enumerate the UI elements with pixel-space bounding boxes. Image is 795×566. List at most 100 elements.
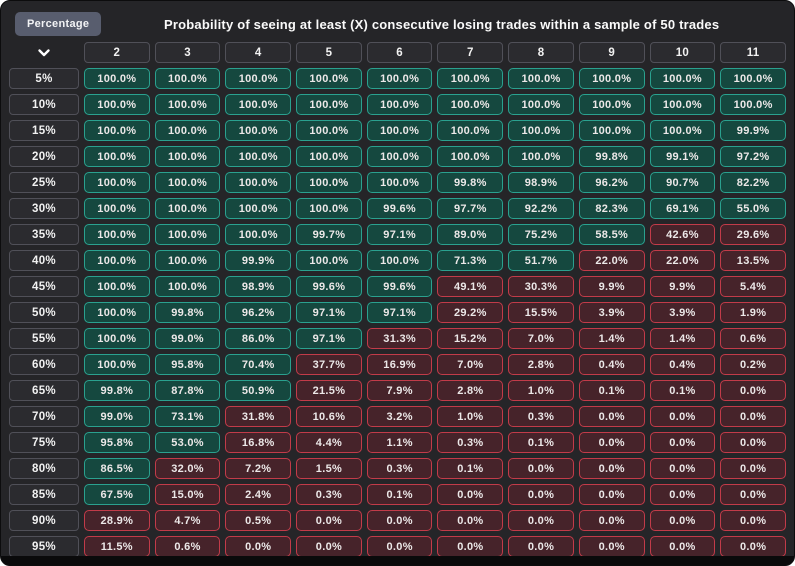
column-header-9: 9	[578, 42, 645, 63]
matrix-cell: 0.3%	[437, 432, 504, 453]
matrix-cell: 50.9%	[225, 380, 292, 401]
column-header-7: 7	[437, 42, 504, 63]
matrix-cell: 100.0%	[84, 172, 150, 193]
matrix-cell: 42.6%	[649, 224, 716, 245]
matrix-cell: 99.7%	[296, 224, 362, 245]
matrix-cell: 2.8%	[437, 380, 504, 401]
matrix-cell: 16.8%	[225, 432, 292, 453]
matrix-cell: 0.0%	[578, 484, 645, 505]
matrix-cell: 7.2%	[225, 458, 292, 479]
matrix-cell: 69.1%	[649, 198, 716, 219]
matrix-cell: 9.9%	[578, 276, 645, 297]
matrix-cell: 37.7%	[296, 354, 362, 375]
row-label: 90%	[9, 510, 79, 531]
matrix-cell: 87.8%	[154, 380, 221, 401]
row-label: 40%	[9, 250, 79, 271]
matrix-cell: 2.8%	[508, 354, 574, 375]
matrix-cell: 0.0%	[437, 510, 504, 531]
matrix-cell: 92.2%	[508, 198, 574, 219]
matrix-cell: 95.8%	[84, 432, 150, 453]
row-label: 25%	[9, 172, 79, 193]
matrix-cell: 0.0%	[578, 432, 645, 453]
row-label: 65%	[9, 380, 79, 401]
column-header-10: 10	[649, 42, 716, 63]
matrix-cell: 31.3%	[366, 328, 433, 349]
column-header-6: 6	[366, 42, 433, 63]
row-label: 80%	[9, 458, 79, 479]
matrix-cell: 100.0%	[437, 68, 504, 89]
window-bottom-strip	[1, 556, 794, 565]
matrix-cell: 99.1%	[649, 146, 716, 167]
matrix-cell: 0.6%	[154, 536, 221, 557]
matrix-cell: 73.1%	[154, 406, 221, 427]
matrix-cell: 0.0%	[437, 536, 504, 557]
matrix-cell: 0.0%	[649, 406, 716, 427]
matrix-cell: 0.0%	[720, 432, 786, 453]
matrix-cell: 89.0%	[437, 224, 504, 245]
row-label: 15%	[9, 120, 79, 141]
matrix-cell: 0.3%	[366, 458, 433, 479]
matrix-cell: 0.0%	[296, 510, 362, 531]
matrix-cell: 0.0%	[578, 510, 645, 531]
matrix-cell: 1.4%	[649, 328, 716, 349]
matrix-cell: 71.3%	[437, 250, 504, 271]
matrix-cell: 100.0%	[366, 94, 433, 115]
column-dropdown[interactable]	[9, 42, 79, 63]
matrix-cell: 7.0%	[437, 354, 504, 375]
matrix-cell: 99.8%	[578, 146, 645, 167]
matrix-cell: 100.0%	[296, 198, 362, 219]
matrix-cell: 1.9%	[720, 302, 786, 323]
matrix-cell: 100.0%	[366, 250, 433, 271]
column-header-2: 2	[84, 42, 150, 63]
matrix-cell: 100.0%	[84, 198, 150, 219]
matrix-cell: 100.0%	[154, 120, 221, 141]
row-label: 85%	[9, 484, 79, 505]
matrix-cell: 100.0%	[366, 68, 433, 89]
matrix-cell: 100.0%	[578, 120, 645, 141]
matrix-cell: 100.0%	[366, 146, 433, 167]
matrix-cell: 3.9%	[649, 302, 716, 323]
matrix-cell: 100.0%	[154, 172, 221, 193]
matrix-cell: 95.8%	[154, 354, 221, 375]
matrix-cell: 1.4%	[578, 328, 645, 349]
matrix-cell: 100.0%	[508, 146, 574, 167]
matrix-cell: 98.9%	[225, 276, 292, 297]
matrix-cell: 100.0%	[649, 94, 716, 115]
matrix-cell: 100.0%	[225, 68, 292, 89]
matrix-cell: 3.2%	[366, 406, 433, 427]
matrix-cell: 0.0%	[225, 536, 292, 557]
matrix-cell: 67.5%	[84, 484, 150, 505]
matrix-cell: 100.0%	[296, 68, 362, 89]
matrix-cell: 100.0%	[154, 68, 221, 89]
matrix-cell: 100.0%	[437, 146, 504, 167]
percentage-button[interactable]: Percentage	[15, 12, 102, 36]
matrix-cell: 0.0%	[437, 484, 504, 505]
matrix-cell: 0.1%	[508, 432, 574, 453]
matrix-cell: 99.6%	[366, 198, 433, 219]
page-title: Probability of seeing at least (X) conse…	[164, 16, 720, 32]
matrix-cell: 0.0%	[508, 484, 574, 505]
matrix-cell: 0.0%	[649, 484, 716, 505]
row-label: 35%	[9, 224, 79, 245]
matrix-cell: 97.7%	[437, 198, 504, 219]
matrix-cell: 0.0%	[649, 458, 716, 479]
matrix-cell: 0.4%	[578, 354, 645, 375]
matrix-cell: 10.6%	[296, 406, 362, 427]
matrix-cell: 0.3%	[508, 406, 574, 427]
matrix-cell: 11.5%	[84, 536, 150, 557]
matrix-cell: 100.0%	[296, 94, 362, 115]
matrix-cell: 70.4%	[225, 354, 292, 375]
matrix-cell: 29.2%	[437, 302, 504, 323]
matrix-cell: 99.8%	[84, 380, 150, 401]
matrix-cell: 100.0%	[649, 120, 716, 141]
matrix-cell: 100.0%	[296, 250, 362, 271]
matrix-cell: 100.0%	[84, 120, 150, 141]
matrix-cell: 22.0%	[649, 250, 716, 271]
row-label: 45%	[9, 276, 79, 297]
row-label: 30%	[9, 198, 79, 219]
column-header-3: 3	[154, 42, 221, 63]
matrix-cell: 0.0%	[508, 536, 574, 557]
matrix-cell: 0.0%	[578, 536, 645, 557]
matrix-cell: 9.9%	[649, 276, 716, 297]
